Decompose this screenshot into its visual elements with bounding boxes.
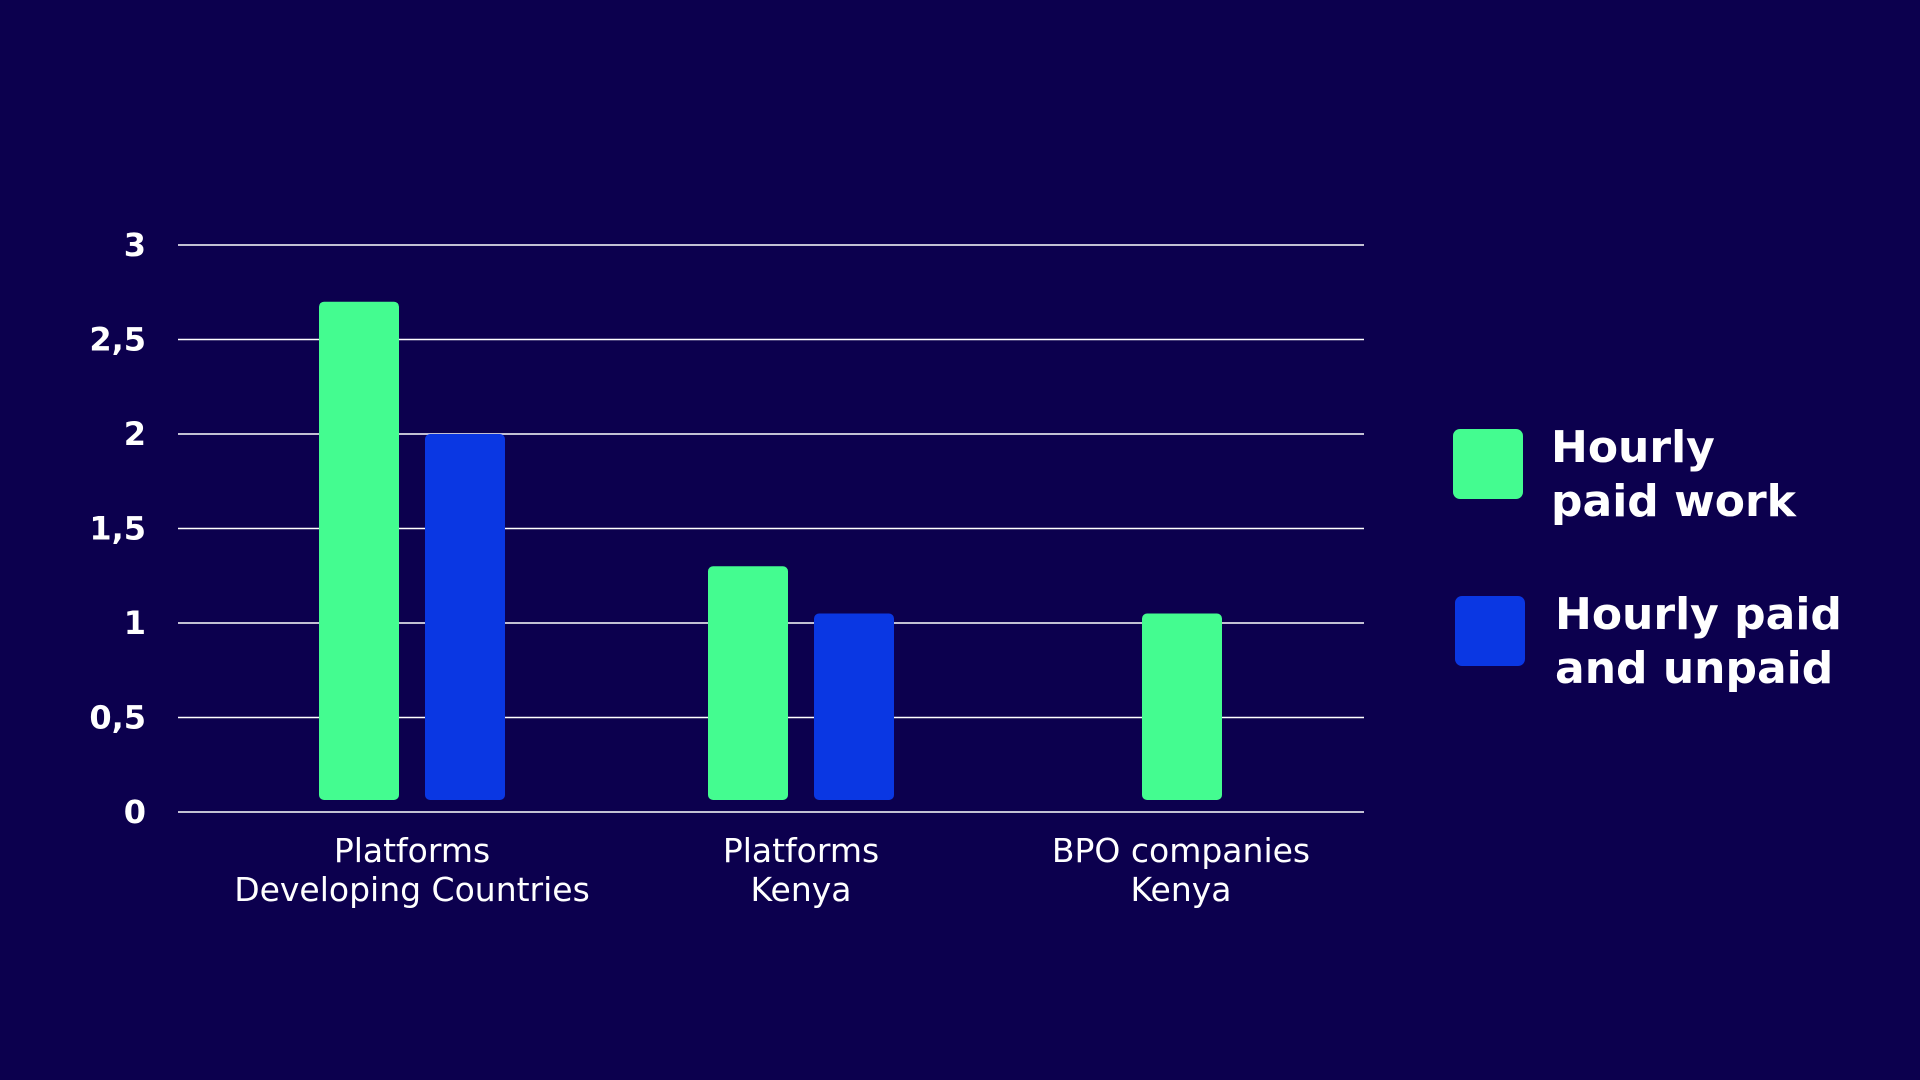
bar-hourly-paid-and-unpaid-0	[425, 434, 505, 800]
bar-hourly-paid-and-unpaid-1	[814, 613, 894, 800]
bar-hourly-paid-work-2	[1142, 613, 1222, 800]
bar-hourly-paid-work-0	[319, 301, 399, 800]
legend-label: and unpaid	[1555, 643, 1833, 694]
bar-hourly-paid-work-1	[708, 566, 788, 800]
y-tick-label: 1	[124, 604, 146, 642]
legend-swatch	[1453, 429, 1523, 499]
y-tick-label: 3	[124, 226, 146, 264]
bars	[319, 301, 1222, 800]
x-category-label: Platforms	[723, 831, 879, 870]
y-tick-label: 2	[124, 415, 146, 453]
legend-label: Hourly paid	[1555, 589, 1842, 640]
y-tick-label: 1,5	[89, 510, 146, 548]
x-category-label: BPO companies	[1052, 831, 1310, 870]
legend-swatch	[1455, 596, 1525, 666]
x-category-label: Kenya	[1131, 870, 1232, 909]
y-tick-label: 0,5	[89, 699, 146, 737]
legend-label: Hourly	[1551, 422, 1715, 473]
y-tick-label: 2,5	[89, 321, 146, 359]
legend-label: paid work	[1551, 476, 1798, 527]
y-tick-label: 0	[124, 793, 146, 831]
x-category-label: Kenya	[751, 870, 852, 909]
x-category-label: Developing Countries	[234, 870, 590, 909]
y-axis-tick-labels: 0 0,5 1 1,5 2 2,5 3	[89, 226, 146, 831]
x-category-label: Platforms	[334, 831, 490, 870]
